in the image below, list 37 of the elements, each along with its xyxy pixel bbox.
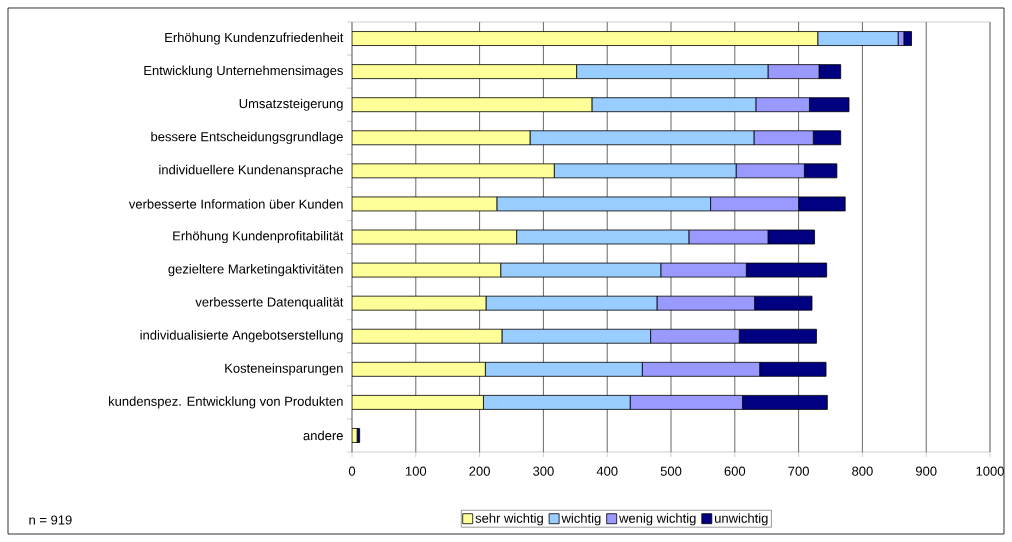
x-tick-label: 700 bbox=[788, 466, 809, 476]
y-tick-label: Kosteneinsparungen bbox=[225, 363, 343, 376]
x-tick-label: 800 bbox=[852, 466, 873, 476]
x-tick-label: 400 bbox=[596, 466, 618, 476]
bar bbox=[352, 130, 531, 146]
x-tick-label: 300 bbox=[533, 466, 554, 476]
bar bbox=[352, 328, 503, 344]
y-tick-label: Erhöhung Kundenzufriedenheit bbox=[165, 32, 344, 45]
x-tick-label: 200 bbox=[469, 466, 490, 476]
legend-label: sehr wichtig bbox=[475, 513, 543, 526]
y-tick-label: individualisierte Angebotserstellung bbox=[140, 330, 343, 343]
bar bbox=[352, 295, 487, 311]
x-tick-label: 900 bbox=[915, 466, 937, 476]
y-tick-label: Erhöhung Kundenprofitabilität bbox=[173, 230, 344, 244]
y-tick-label: Umsatzsteigerung bbox=[239, 98, 343, 111]
y-tick-label: verbesserte Datenqualität bbox=[195, 297, 344, 310]
y-tick-label: bessere Entscheidungsgrundlage bbox=[151, 131, 343, 144]
x-tick-label: 1000 bbox=[976, 466, 1004, 476]
y-tick-label: kundenspez. Entwicklung von Produkten bbox=[109, 396, 343, 409]
y-tick-label: verbesserte Information über Kunden bbox=[128, 199, 343, 209]
y-tick-label: individuellere Kundenansprache bbox=[159, 164, 343, 177]
x-tick-label: 500 bbox=[660, 466, 682, 476]
text: n = 919 bbox=[29, 515, 72, 525]
bar bbox=[352, 64, 577, 80]
bar bbox=[352, 31, 819, 46]
y-tick-label: andere bbox=[303, 430, 343, 441]
legend-label: unwichtig bbox=[715, 513, 768, 526]
x-tick-label: 0 bbox=[348, 466, 356, 476]
bar bbox=[352, 97, 593, 113]
y-tick-label: Entwicklung Unternehmensimages bbox=[144, 65, 343, 78]
x-tick-label: 100 bbox=[405, 466, 427, 476]
x-tick-label: 600 bbox=[724, 466, 746, 476]
bar bbox=[352, 394, 484, 410]
legend-label: wichtig bbox=[561, 513, 601, 526]
y-tick-label: gezieltere Marketingaktivitäten bbox=[168, 264, 343, 277]
bar bbox=[352, 361, 486, 377]
legend-label: wenig wichtig bbox=[619, 513, 696, 526]
